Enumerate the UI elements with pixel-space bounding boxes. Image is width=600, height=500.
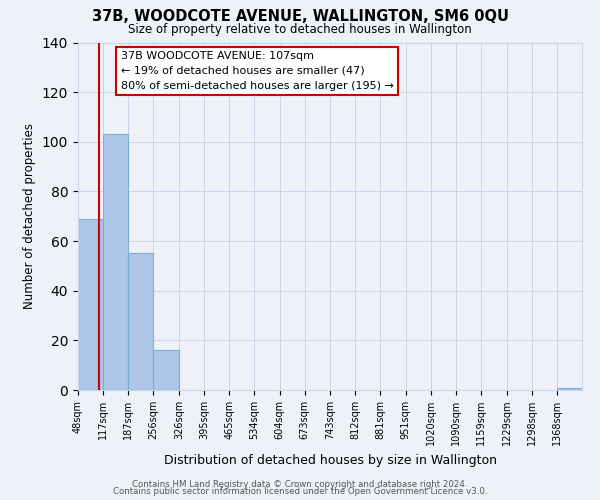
- Bar: [154, 350, 179, 390]
- Bar: [78, 218, 103, 390]
- Bar: [103, 134, 128, 390]
- Text: Size of property relative to detached houses in Wallington: Size of property relative to detached ho…: [128, 22, 472, 36]
- Bar: [128, 254, 154, 390]
- Text: 37B, WOODCOTE AVENUE, WALLINGTON, SM6 0QU: 37B, WOODCOTE AVENUE, WALLINGTON, SM6 0Q…: [91, 9, 509, 24]
- Text: 37B WOODCOTE AVENUE: 107sqm
← 19% of detached houses are smaller (47)
80% of sem: 37B WOODCOTE AVENUE: 107sqm ← 19% of det…: [121, 51, 394, 91]
- X-axis label: Distribution of detached houses by size in Wallington: Distribution of detached houses by size …: [163, 454, 497, 466]
- Y-axis label: Number of detached properties: Number of detached properties: [23, 123, 37, 309]
- Text: Contains public sector information licensed under the Open Government Licence v3: Contains public sector information licen…: [113, 487, 487, 496]
- Bar: [557, 388, 582, 390]
- Text: Contains HM Land Registry data © Crown copyright and database right 2024.: Contains HM Land Registry data © Crown c…: [132, 480, 468, 489]
